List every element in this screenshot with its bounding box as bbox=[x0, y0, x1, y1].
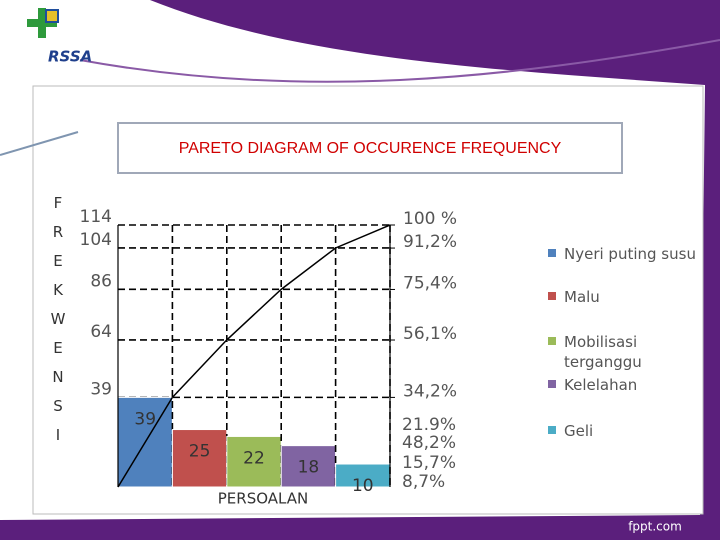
y-tick-label: 64 bbox=[90, 322, 112, 342]
footer: fppt.com bbox=[628, 520, 682, 534]
bar-label: 10 bbox=[352, 476, 374, 496]
logo-text: RSSA bbox=[48, 48, 92, 66]
legend-label: Nyeri puting susu bbox=[564, 245, 696, 263]
title-box bbox=[117, 122, 623, 174]
legend-label: Kelelahan bbox=[564, 376, 638, 394]
y2-tick-label: 34,2% bbox=[403, 381, 457, 401]
y-tick-label: 86 bbox=[90, 271, 112, 291]
annotation: 8,7% bbox=[402, 472, 445, 492]
swoosh bbox=[79, 39, 720, 83]
legend-swatch bbox=[548, 337, 556, 345]
y-tick-label: 104 bbox=[80, 230, 112, 250]
legend-swatch bbox=[548, 249, 556, 257]
x-axis-label: PERSOALAN bbox=[218, 490, 308, 508]
y2-tick-label: 75,4% bbox=[403, 273, 457, 293]
bar-label: 18 bbox=[298, 458, 320, 478]
legend-label: Geli bbox=[564, 422, 594, 440]
annotation: 48,2% bbox=[402, 433, 456, 453]
y2-tick-label: 100 % bbox=[403, 209, 457, 229]
y-tick-label: 114 bbox=[80, 207, 112, 227]
legend-swatch bbox=[548, 292, 556, 300]
y-tick-label: 39 bbox=[90, 379, 112, 399]
bar-label: 22 bbox=[243, 448, 265, 468]
logo-mark bbox=[27, 8, 59, 38]
line-start bbox=[117, 396, 174, 488]
legend-swatch bbox=[548, 380, 556, 388]
y2-tick-label: 56,1% bbox=[403, 324, 457, 344]
cumulative-line bbox=[171, 224, 391, 398]
legend-swatch bbox=[548, 426, 556, 434]
chart-title: PARETO DIAGRAM OF OCCURENCE FREQUENCY bbox=[179, 140, 562, 157]
y2-tick-label: 91,2% bbox=[403, 232, 457, 252]
deco-line bbox=[0, 131, 79, 156]
annotation: 15,7% bbox=[402, 453, 456, 473]
bar bbox=[171, 429, 228, 488]
bar bbox=[226, 435, 282, 488]
bar bbox=[280, 445, 337, 488]
bar-label: 39 bbox=[134, 409, 156, 429]
annotation: 21.9% bbox=[402, 415, 456, 435]
bar-label: 25 bbox=[189, 442, 211, 462]
legend-label: Malu bbox=[564, 288, 600, 306]
legend-label: Mobilisasi terganggu bbox=[564, 333, 642, 371]
